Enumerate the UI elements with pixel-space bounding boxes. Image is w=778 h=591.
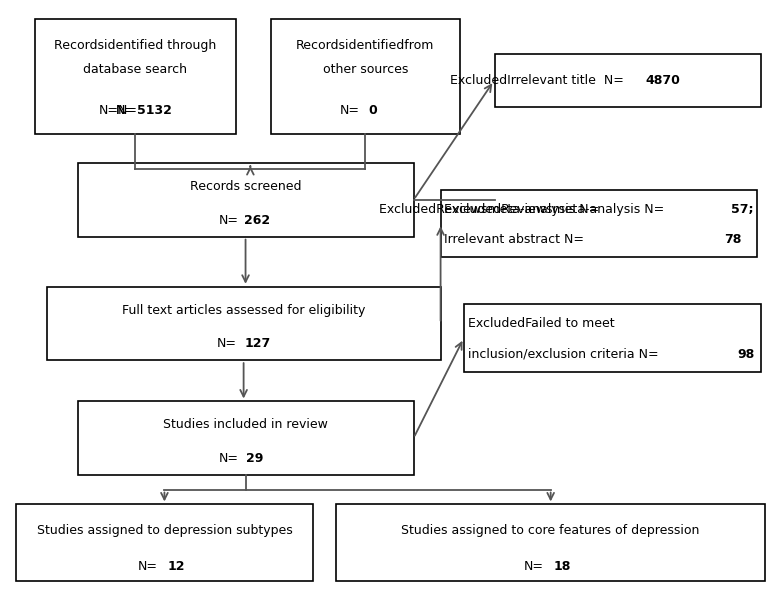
Text: 0: 0	[369, 103, 377, 116]
Text: 98: 98	[738, 348, 755, 361]
Text: Studies assigned to core features of depression: Studies assigned to core features of dep…	[401, 524, 700, 537]
Text: N=: N=	[216, 337, 237, 350]
FancyBboxPatch shape	[16, 504, 313, 581]
Text: Full text articles assessed for eligibility: Full text articles assessed for eligibil…	[122, 304, 366, 317]
FancyBboxPatch shape	[78, 401, 414, 475]
Text: Irrelevant abstract N=: Irrelevant abstract N=	[444, 233, 584, 246]
Text: 29: 29	[246, 452, 264, 465]
Text: ExcludedIrrelevant title  N=: ExcludedIrrelevant title N=	[450, 74, 624, 87]
Text: ExcludedReviewsmeta-analysis N=: ExcludedReviewsmeta-analysis N=	[444, 203, 664, 216]
Text: inclusion/exclusion criteria N=: inclusion/exclusion criteria N=	[468, 348, 658, 361]
Text: 5132: 5132	[138, 103, 172, 116]
Text: Studies assigned to depression subtypes: Studies assigned to depression subtypes	[37, 524, 293, 537]
FancyBboxPatch shape	[464, 304, 761, 372]
FancyBboxPatch shape	[271, 19, 460, 134]
FancyBboxPatch shape	[78, 163, 414, 236]
Text: N=: N=	[219, 452, 239, 465]
Text: N=: N=	[524, 560, 544, 573]
Text: ExcludedFailed to meet: ExcludedFailed to meet	[468, 317, 615, 330]
Text: N=: N=	[115, 103, 135, 116]
Text: N=: N=	[340, 103, 360, 116]
Text: Recordsidentifiedfrom: Recordsidentifiedfrom	[296, 39, 434, 52]
Text: Records screened: Records screened	[190, 180, 301, 193]
Text: 57;: 57;	[731, 203, 753, 216]
Text: N=: N=	[99, 103, 118, 116]
Text: N=: N=	[117, 103, 138, 116]
Text: Studies included in review: Studies included in review	[163, 418, 328, 431]
Text: N=: N=	[115, 103, 135, 116]
Text: 78: 78	[724, 233, 742, 246]
Text: 12: 12	[167, 560, 184, 573]
Text: ExcludedReviewsmeta-analysis N=: ExcludedReviewsmeta-analysis N=	[379, 203, 599, 216]
FancyBboxPatch shape	[336, 504, 765, 581]
FancyBboxPatch shape	[35, 19, 236, 134]
FancyBboxPatch shape	[47, 287, 440, 360]
Text: N=: N=	[138, 560, 157, 573]
Text: 18: 18	[554, 560, 571, 573]
Text: N=: N=	[219, 214, 239, 227]
Text: database search: database search	[83, 63, 187, 76]
Text: other sources: other sources	[323, 63, 408, 76]
Text: 4870: 4870	[646, 74, 681, 87]
FancyBboxPatch shape	[495, 54, 761, 108]
Text: 262: 262	[244, 214, 270, 227]
Text: Recordsidentified through: Recordsidentified through	[54, 39, 216, 52]
Text: 127: 127	[244, 337, 271, 350]
FancyBboxPatch shape	[440, 190, 757, 257]
